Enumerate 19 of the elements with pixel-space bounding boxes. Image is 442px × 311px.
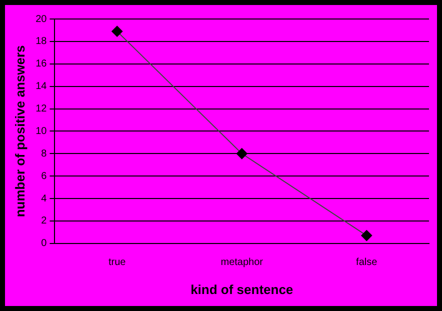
y-tick-label: 4 [41, 193, 48, 204]
point [112, 26, 123, 37]
y-tick-label: 16 [36, 58, 48, 70]
y-tick-label: 20 [36, 14, 48, 25]
y-tick-label: 0 [41, 238, 48, 250]
y-axis-title: number of positive answers [12, 45, 28, 218]
y-tick-label: 2 [41, 216, 48, 227]
x-tick-label: false [356, 257, 378, 268]
x-tick-label: true [108, 257, 126, 268]
y-tick-label: 10 [36, 126, 48, 137]
y-tick-label: 8 [41, 148, 48, 160]
x-tick-label: metaphor [220, 257, 264, 268]
y-tick-label: 12 [36, 104, 48, 115]
x-axis-title: kind of sentence [190, 282, 294, 297]
y-tick-label: 14 [36, 81, 48, 92]
point [236, 148, 248, 160]
y-tick-label: 18 [36, 36, 48, 48]
y-tick-label: 6 [41, 170, 48, 182]
point [361, 230, 372, 242]
